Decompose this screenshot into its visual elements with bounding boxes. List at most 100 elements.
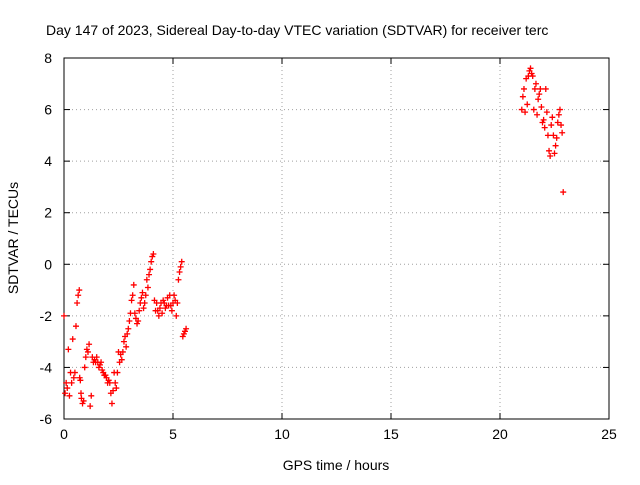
data-point [63, 379, 70, 386]
data-point [143, 276, 150, 283]
data-point [139, 289, 146, 296]
data-point [76, 287, 83, 294]
data-point [537, 85, 544, 92]
data-points [61, 65, 567, 410]
data-point [140, 305, 147, 312]
data-point [69, 336, 76, 343]
chart-title: Day 147 of 2023, Sidereal Day-to-day VTE… [46, 22, 548, 38]
data-point [82, 354, 89, 361]
data-point [106, 379, 113, 386]
data-point [144, 284, 151, 291]
data-point [123, 343, 130, 350]
data-point [543, 109, 550, 116]
data-point [64, 385, 71, 392]
data-point [62, 390, 69, 397]
data-point [84, 348, 91, 355]
data-point [108, 400, 115, 407]
data-point [93, 354, 100, 361]
data-point [553, 134, 560, 141]
data-point [559, 129, 566, 136]
data-point [159, 310, 166, 317]
data-point [87, 403, 94, 410]
data-point [551, 150, 558, 157]
y-axis-label: SDTVAR / TECUs [5, 182, 21, 294]
data-point [519, 93, 526, 100]
data-point [138, 294, 145, 301]
data-point [120, 338, 127, 345]
data-point [65, 346, 72, 353]
data-point [142, 292, 149, 299]
data-point [125, 325, 132, 332]
data-point [78, 390, 85, 397]
data-point [136, 307, 143, 314]
data-point [183, 325, 190, 332]
data-point [66, 392, 73, 399]
data-point [75, 292, 82, 299]
data-point [80, 397, 87, 404]
data-point [524, 101, 531, 108]
data-point [126, 318, 133, 325]
data-point [555, 111, 562, 118]
data-point [530, 106, 537, 113]
data-point [110, 387, 117, 394]
data-point [88, 392, 95, 399]
y-tick-label: 0 [44, 256, 52, 272]
series-1 [61, 250, 190, 410]
data-point [556, 106, 563, 113]
data-point [128, 297, 135, 304]
data-point [175, 276, 182, 283]
data-point [558, 122, 565, 129]
data-point [118, 356, 125, 363]
x-tick-label: 15 [383, 426, 399, 442]
data-point [112, 379, 119, 386]
data-point [74, 299, 81, 306]
y-tick-label: 6 [44, 102, 52, 118]
data-point [546, 147, 553, 154]
data-point [534, 111, 541, 118]
data-point [146, 271, 153, 278]
data-point [98, 359, 105, 366]
x-tick-label: 0 [60, 426, 68, 442]
data-point [168, 307, 175, 314]
data-point [141, 299, 148, 306]
data-point [529, 73, 536, 80]
data-point [536, 91, 543, 98]
data-point [61, 312, 67, 319]
data-point [547, 152, 554, 159]
data-point [171, 292, 178, 299]
data-point [541, 124, 548, 131]
data-point [542, 85, 549, 92]
data-point [119, 348, 126, 355]
data-point [70, 374, 77, 381]
data-point [113, 385, 120, 392]
data-point [544, 132, 551, 139]
y-tick-label: -4 [40, 359, 53, 375]
y-tick-label: 4 [44, 153, 52, 169]
data-point [72, 323, 79, 330]
y-tick-label: -2 [40, 308, 53, 324]
data-point [527, 65, 534, 72]
data-point [81, 364, 88, 371]
data-point [77, 377, 84, 384]
data-point [173, 312, 180, 319]
data-point [135, 318, 142, 325]
data-point [130, 281, 137, 288]
x-tick-label: 25 [601, 426, 617, 442]
x-tick-label: 10 [274, 426, 290, 442]
plot-frame [63, 57, 610, 420]
data-point [71, 369, 78, 376]
data-point [532, 80, 539, 87]
data-point [150, 250, 157, 257]
data-point [156, 305, 163, 312]
data-point [554, 119, 561, 126]
data-point [548, 122, 555, 129]
data-point [540, 116, 547, 123]
data-point [68, 379, 75, 386]
data-point [560, 189, 567, 196]
grid [64, 58, 609, 419]
data-point [86, 341, 93, 348]
data-point [114, 369, 121, 376]
data-point [520, 85, 527, 92]
